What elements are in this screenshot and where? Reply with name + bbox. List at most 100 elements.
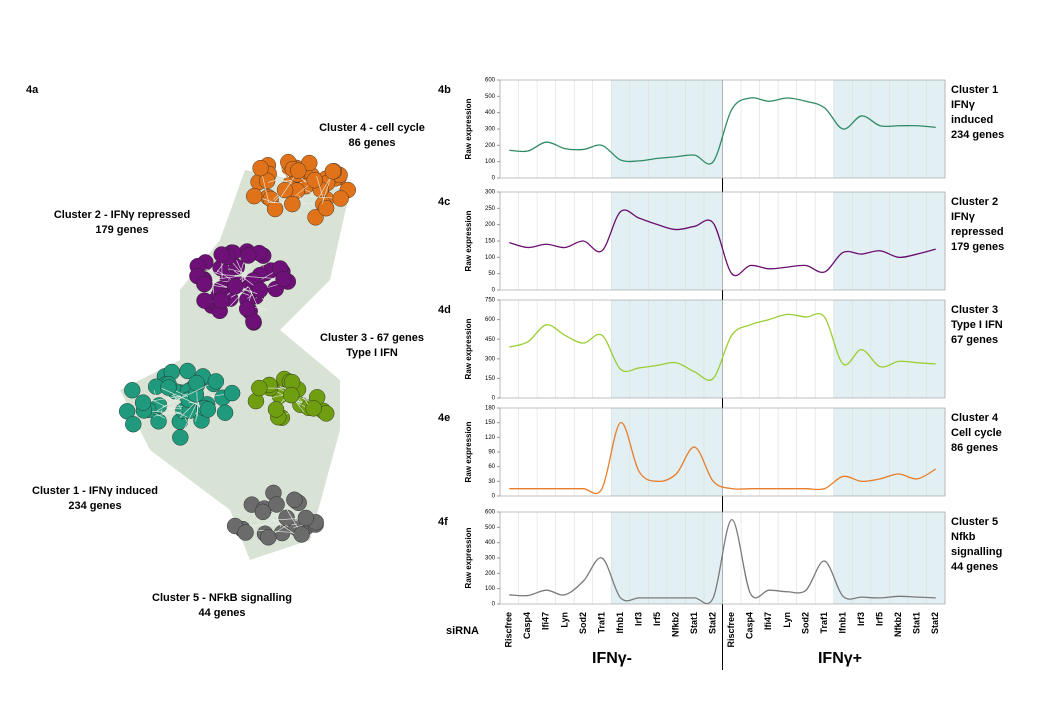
cluster-annotation: repressed — [951, 226, 1004, 238]
network-node — [208, 373, 224, 389]
network-node — [124, 382, 140, 398]
group-label: IFNγ+ — [818, 650, 862, 667]
panel-label: 4e — [438, 412, 450, 424]
x-tick-label: Sod2 — [578, 612, 588, 634]
network-node — [255, 504, 271, 520]
x-tick-label: Irf5 — [652, 612, 662, 626]
y-tick-label: 300 — [485, 127, 496, 133]
network-node — [240, 248, 256, 264]
network-node — [286, 492, 302, 508]
network-node — [246, 188, 262, 204]
network-node — [224, 385, 240, 401]
network-node — [200, 401, 216, 417]
network-node — [217, 405, 233, 421]
y-tick-label: 30 — [488, 479, 495, 485]
x-tick-label: Sod2 — [800, 612, 810, 634]
network-node — [267, 201, 283, 217]
y-tick-label: 400 — [485, 110, 496, 116]
network-node — [172, 429, 188, 445]
cluster-label: Cluster 4 - cell cycle — [319, 122, 425, 134]
cluster-label: Cluster 2 - IFNγ repressed — [54, 209, 190, 221]
cluster-annotation: 86 genes — [951, 442, 998, 454]
x-tick-label: Ifnb1 — [837, 612, 847, 634]
network-node — [251, 380, 267, 396]
cluster-annotation: 67 genes — [951, 334, 998, 346]
y-tick-label: 250 — [485, 206, 496, 212]
cluster-label: Cluster 5 - NFkB signalling — [152, 592, 292, 604]
cluster-annotation: Cluster 4 — [951, 412, 999, 424]
y-tick-label: 600 — [485, 78, 496, 84]
cluster-annotation: 44 genes — [951, 561, 998, 573]
network-node — [125, 416, 141, 432]
network-node — [318, 200, 334, 216]
network-node — [196, 276, 212, 292]
y-tick-label: 0 — [492, 288, 496, 294]
panel-label: 4f — [438, 516, 448, 528]
y-tick-label: 200 — [485, 222, 496, 228]
network-node — [283, 387, 299, 403]
x-tick-label: Ifi47 — [541, 612, 551, 630]
y-tick-label: 150 — [485, 376, 496, 382]
y-tick-label: 50 — [488, 271, 495, 277]
x-tick-label: Irf3 — [633, 612, 643, 626]
y-tick-label: 600 — [485, 317, 496, 323]
x-tick-label: Riscfree — [504, 612, 514, 648]
cluster-annotation: Nfkb — [951, 531, 976, 543]
x-tick-label: Irf5 — [874, 612, 884, 626]
y-axis-label: Raw expression — [464, 98, 473, 159]
cluster-annotation: induced — [951, 114, 993, 126]
y-tick-label: 0 — [492, 494, 496, 500]
y-tick-label: 300 — [485, 356, 496, 362]
network-node — [196, 293, 212, 309]
cluster-annotation: 179 genes — [951, 241, 1004, 253]
panel-label: 4d — [438, 304, 451, 316]
y-tick-label: 60 — [488, 464, 495, 470]
network-node — [298, 510, 314, 526]
cluster-genes: 234 genes — [68, 500, 121, 512]
y-axis-label: Raw expression — [464, 210, 473, 271]
y-axis-label: Raw expression — [464, 421, 473, 482]
panel-label: 4b — [438, 84, 451, 96]
cluster-annotation: Cluster 3 — [951, 304, 998, 316]
network-node — [325, 163, 341, 179]
y-tick-label: 0 — [492, 176, 496, 182]
network-node — [213, 293, 229, 309]
x-tick-label: Irf3 — [856, 612, 866, 626]
network-node — [252, 282, 268, 298]
x-tick-label: Nfkb2 — [893, 612, 903, 637]
y-tick-label: 100 — [485, 255, 496, 261]
x-tick-label: Stat1 — [689, 612, 699, 634]
cluster-annotation: Cluster 2 — [951, 196, 998, 208]
network-node — [160, 380, 176, 396]
y-tick-label: 200 — [485, 143, 496, 149]
y-tick-label: 180 — [485, 406, 496, 412]
x-tick-label: Lyn — [782, 612, 792, 628]
y-tick-label: 300 — [485, 190, 496, 196]
x-tick-label: Traf1 — [596, 612, 606, 634]
x-tick-label: Traf1 — [819, 612, 829, 634]
y-tick-label: 0 — [492, 602, 496, 608]
cluster-genes: 44 genes — [198, 607, 245, 619]
network-node — [290, 163, 306, 179]
cluster-genes: 179 genes — [95, 224, 148, 236]
x-tick-label: Stat2 — [708, 612, 718, 634]
x-tick-label: Lyn — [559, 612, 569, 628]
network-node — [135, 395, 151, 411]
network-node — [307, 172, 323, 188]
y-tick-label: 150 — [485, 420, 496, 426]
network-node — [294, 526, 310, 542]
x-tick-label: Nfkb2 — [671, 612, 681, 637]
network-node — [214, 247, 230, 263]
cluster-annotation: Cluster 5 — [951, 516, 998, 528]
cluster-annotation: 234 genes — [951, 129, 1004, 141]
x-tick-label: Ifi47 — [763, 612, 773, 630]
cluster-annotation: signalling — [951, 546, 1002, 558]
cluster-annotation: Type I IFN — [951, 319, 1003, 331]
network-node — [253, 160, 269, 176]
x-tick-label: Ifnb1 — [615, 612, 625, 634]
y-tick-label: 100 — [485, 159, 496, 165]
y-axis-label: Raw expression — [464, 318, 473, 379]
x-axis-label: siRNA — [446, 625, 479, 637]
y-tick-label: 90 — [488, 450, 495, 456]
